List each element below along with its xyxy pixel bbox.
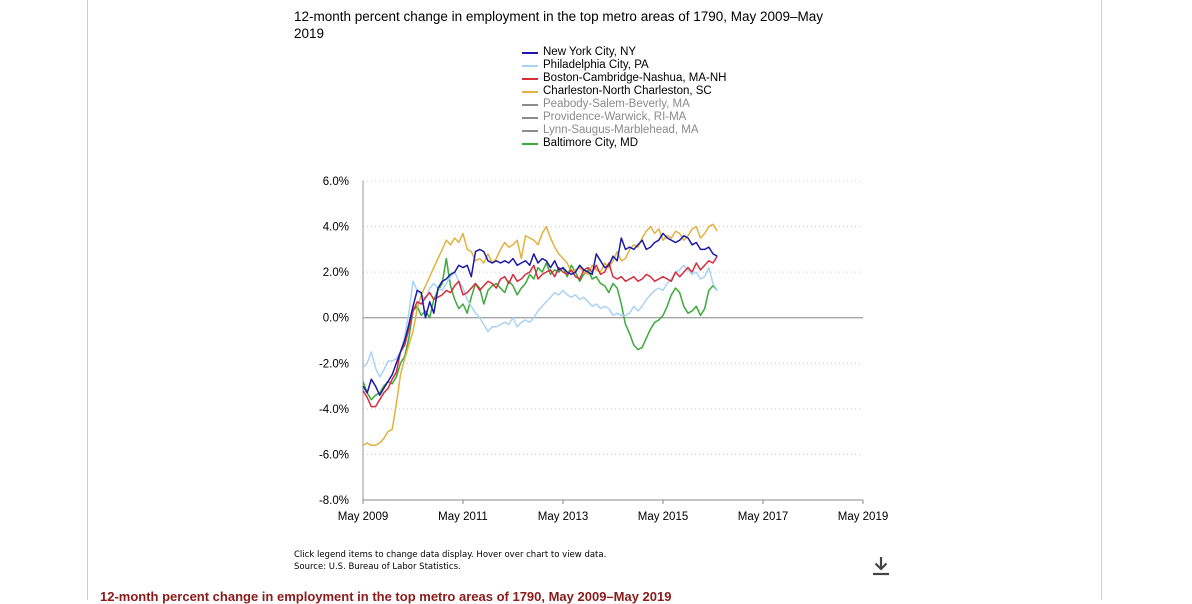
x-tick-label: May 2013: [538, 511, 589, 523]
chart-legend: New York City, NY Philadelphia City, PA …: [522, 46, 726, 150]
legend-item-charleston[interactable]: Charleston-North Charleston, SC: [522, 85, 726, 98]
legend-item-philadelphia[interactable]: Philadelphia City, PA: [522, 59, 726, 72]
y-tick-label: 4.0%: [323, 222, 349, 234]
y-tick-label: -4.0%: [319, 404, 349, 416]
content-frame-left-border: [87, 0, 88, 600]
legend-swatch: [522, 129, 538, 132]
y-tick-label: -8.0%: [319, 495, 349, 507]
legend-swatch: [522, 103, 538, 106]
legend-swatch: [522, 64, 538, 67]
chart-title: 12-month percent change in employment in…: [294, 9, 824, 41]
legend-item-peabody[interactable]: Peabody-Salem-Beverly, MA: [522, 98, 726, 111]
x-axis-tick-labels: May 2009 May 2011 May 2013 May 2015 May 2017…: [338, 500, 889, 523]
content-frame-right-border: [1101, 0, 1102, 600]
legend-item-providence[interactable]: Providence-Warwick, RI-MA: [522, 111, 726, 124]
legend-swatch: [522, 77, 538, 80]
legend-swatch: [522, 116, 538, 119]
legend-item-boston[interactable]: Boston-Cambridge-Nashua, MA-NH: [522, 72, 726, 85]
series-lines: [362, 223, 718, 447]
legend-label: Lynn-Saugus-Marblehead, MA: [543, 124, 699, 136]
interaction-note: Click legend items to change data displa…: [294, 550, 607, 560]
legend-item-new-york[interactable]: New York City, NY: [522, 46, 726, 59]
series-line-charleston-north-charleston-sc[interactable]: [362, 223, 718, 447]
series-line-new-york-city-ny[interactable]: [362, 232, 718, 396]
chart-notes: Click legend items to change data displa…: [294, 549, 606, 573]
legend-swatch: [522, 90, 538, 93]
download-icon[interactable]: [870, 555, 892, 577]
y-tick-label: 2.0%: [323, 267, 349, 279]
series-line-baltimore-city-md[interactable]: [362, 257, 718, 401]
x-tick-label: May 2019: [838, 511, 889, 523]
y-tick-label: 6.0%: [323, 176, 349, 188]
series-line-philadelphia-city-pa[interactable]: [362, 264, 718, 378]
legend-label: Philadelphia City, PA: [543, 59, 649, 71]
source-note: Source: U.S. Bureau of Labor Statistics.: [294, 562, 461, 572]
legend-label: Providence-Warwick, RI-MA: [543, 111, 687, 123]
y-tick-label: -6.0%: [319, 449, 349, 461]
y-tick-label: 0.0%: [323, 313, 349, 325]
legend-swatch: [522, 51, 538, 54]
y-tick-label: -2.0%: [319, 358, 349, 370]
y-axis-tick-labels: 6.0% 4.0% 2.0% 0.0% -2.0% -4.0% -6.0% -8.0%: [319, 176, 349, 507]
x-tick-label: May 2011: [438, 511, 488, 523]
legend-swatch: [522, 142, 538, 145]
x-tick-label: May 2015: [638, 511, 689, 523]
axes: [362, 181, 863, 501]
legend-label: New York City, NY: [543, 46, 637, 58]
legend-label: Baltimore City, MD: [543, 137, 638, 149]
legend-label: Charleston-North Charleston, SC: [543, 85, 712, 97]
legend-label: Peabody-Salem-Beverly, MA: [543, 98, 690, 110]
legend-item-baltimore[interactable]: Baltimore City, MD: [522, 137, 726, 150]
gridlines: [363, 180, 863, 455]
x-tick-label: May 2017: [738, 511, 789, 523]
legend-label: Boston-Cambridge-Nashua, MA-NH: [543, 72, 727, 84]
legend-item-lynn[interactable]: Lynn-Saugus-Marblehead, MA: [522, 124, 726, 137]
section-heading: 12-month percent change in employment in…: [100, 589, 672, 604]
x-tick-label: May 2009: [338, 511, 389, 523]
series-line-boston-cambridge-nashua-ma-nh[interactable]: [362, 255, 718, 408]
